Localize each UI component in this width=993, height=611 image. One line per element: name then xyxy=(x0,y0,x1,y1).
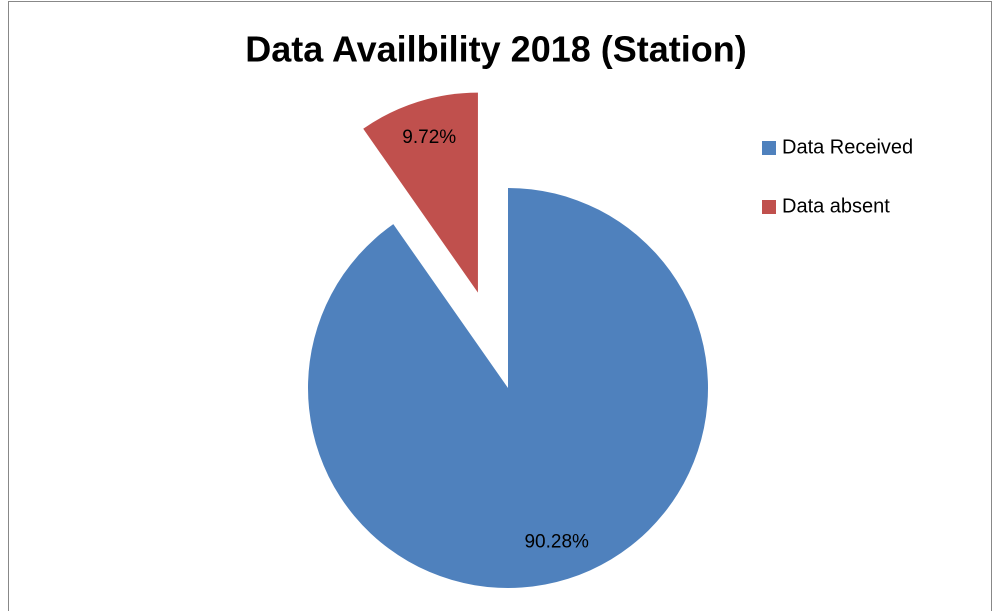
chart-title: Data Availbility 2018 (Station) xyxy=(245,29,746,70)
legend-swatch xyxy=(762,141,776,155)
legend-label: Data absent xyxy=(782,195,890,217)
data-label: 9.72% xyxy=(402,127,456,148)
legend-label: Data Received xyxy=(782,136,913,158)
pie-slice xyxy=(308,188,708,588)
legend-swatch xyxy=(762,200,776,214)
data-label: 90.28% xyxy=(524,532,589,553)
pie-slice xyxy=(363,92,478,293)
